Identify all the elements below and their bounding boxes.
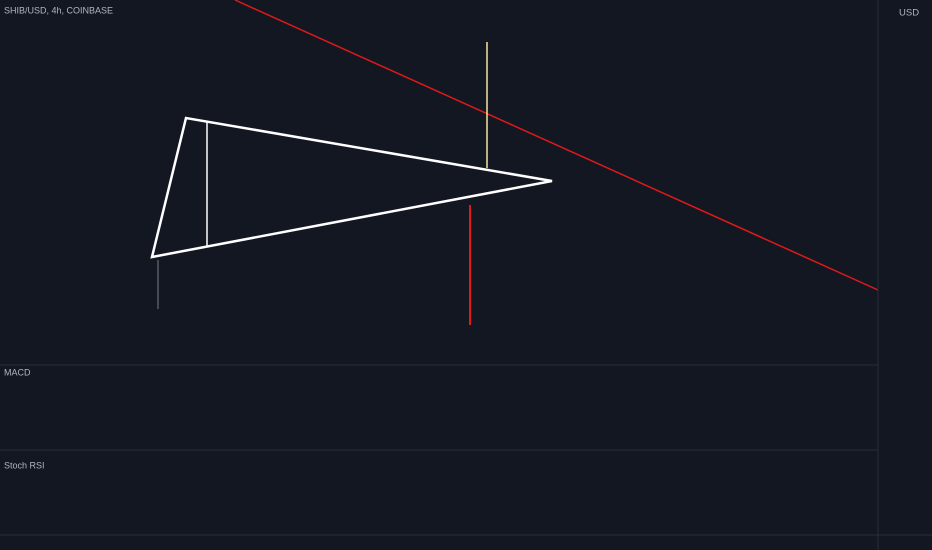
currency: USD <box>899 8 919 19</box>
stoch-title: Stoch RSI <box>4 460 45 470</box>
trend-line <box>234 0 879 291</box>
triangle <box>150 116 553 259</box>
macd-title: MACD <box>4 367 31 377</box>
symbol: SHIB/USD, 4h, COINBASE <box>4 5 113 15</box>
price-axis <box>878 0 932 550</box>
